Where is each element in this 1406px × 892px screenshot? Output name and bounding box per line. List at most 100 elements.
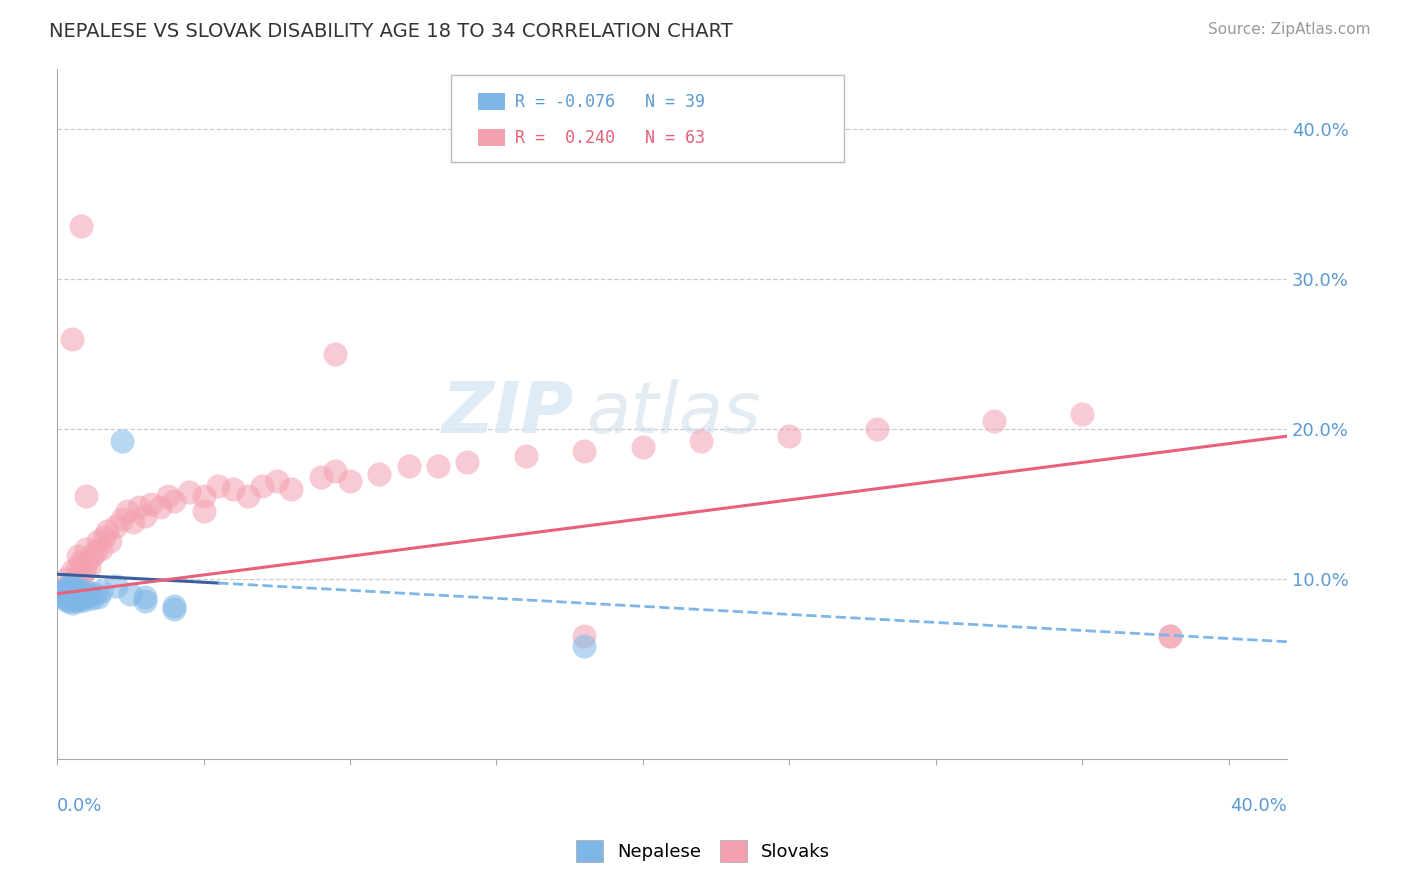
- Point: [134, 508, 156, 523]
- Point: [84, 587, 107, 601]
- Point: [69, 591, 91, 606]
- Text: ZIP: ZIP: [441, 379, 574, 448]
- Point: [122, 515, 145, 529]
- Point: [163, 493, 186, 508]
- Point: [134, 594, 156, 608]
- Point: [66, 549, 89, 564]
- Bar: [478, 93, 505, 110]
- Point: [574, 639, 596, 653]
- Point: [60, 564, 83, 578]
- Point: [325, 464, 347, 478]
- Text: atlas: atlas: [586, 379, 761, 448]
- Point: [55, 592, 77, 607]
- Point: [63, 592, 86, 607]
- Point: [84, 545, 107, 559]
- Point: [250, 478, 273, 492]
- Point: [193, 504, 215, 518]
- Point: [139, 497, 162, 511]
- Point: [60, 332, 83, 346]
- Point: [75, 590, 97, 604]
- Point: [72, 592, 94, 607]
- Point: [426, 459, 449, 474]
- Point: [339, 474, 361, 488]
- Point: [55, 581, 77, 595]
- Point: [58, 578, 80, 592]
- Point: [117, 504, 139, 518]
- Point: [96, 524, 118, 538]
- Point: [193, 489, 215, 503]
- Point: [87, 590, 110, 604]
- Point: [75, 557, 97, 571]
- Point: [60, 585, 83, 599]
- Point: [574, 444, 596, 458]
- Point: [456, 455, 478, 469]
- Point: [90, 583, 112, 598]
- Point: [120, 587, 142, 601]
- Point: [55, 587, 77, 601]
- Point: [1071, 407, 1094, 421]
- Point: [778, 429, 800, 443]
- Point: [104, 579, 127, 593]
- Point: [280, 482, 302, 496]
- Point: [157, 489, 180, 503]
- Point: [63, 582, 86, 597]
- Point: [60, 596, 83, 610]
- Point: [55, 572, 77, 586]
- Point: [52, 583, 75, 598]
- Point: [79, 588, 101, 602]
- Text: 0.0%: 0.0%: [58, 797, 103, 814]
- Point: [75, 489, 97, 503]
- Point: [72, 564, 94, 578]
- Point: [98, 534, 121, 549]
- Point: [236, 489, 259, 503]
- Point: [104, 519, 127, 533]
- Point: [63, 572, 86, 586]
- Point: [69, 219, 91, 233]
- Text: NEPALESE VS SLOVAK DISABILITY AGE 18 TO 34 CORRELATION CHART: NEPALESE VS SLOVAK DISABILITY AGE 18 TO …: [49, 22, 733, 41]
- Point: [1159, 629, 1181, 643]
- Point: [368, 467, 391, 481]
- Point: [163, 599, 186, 613]
- Text: R = -0.076   N = 39: R = -0.076 N = 39: [515, 93, 704, 111]
- Point: [60, 590, 83, 604]
- Point: [69, 574, 91, 589]
- Bar: [478, 128, 505, 145]
- Point: [82, 591, 104, 606]
- Point: [90, 541, 112, 556]
- Legend: Nepalese, Slovaks: Nepalese, Slovaks: [568, 833, 838, 870]
- Point: [66, 559, 89, 574]
- Point: [49, 587, 72, 601]
- Point: [58, 590, 80, 604]
- Point: [58, 583, 80, 598]
- Point: [266, 474, 288, 488]
- Point: [93, 530, 115, 544]
- Point: [79, 559, 101, 574]
- Point: [983, 414, 1005, 428]
- Point: [574, 629, 596, 643]
- Point: [87, 534, 110, 549]
- Point: [58, 594, 80, 608]
- Point: [325, 346, 347, 360]
- Text: 40.0%: 40.0%: [1230, 797, 1286, 814]
- Point: [72, 587, 94, 601]
- Point: [222, 482, 245, 496]
- Point: [1159, 629, 1181, 643]
- Point: [110, 434, 132, 448]
- Text: Source: ZipAtlas.com: Source: ZipAtlas.com: [1208, 22, 1371, 37]
- Point: [52, 590, 75, 604]
- Point: [309, 469, 332, 483]
- Point: [149, 500, 172, 514]
- FancyBboxPatch shape: [451, 76, 845, 161]
- Point: [515, 449, 537, 463]
- Point: [75, 583, 97, 598]
- Point: [207, 478, 229, 492]
- Point: [52, 583, 75, 598]
- Point: [69, 554, 91, 568]
- Point: [60, 579, 83, 593]
- Point: [66, 588, 89, 602]
- Point: [134, 590, 156, 604]
- Point: [110, 511, 132, 525]
- Point: [631, 440, 654, 454]
- Point: [82, 549, 104, 564]
- Point: [66, 594, 89, 608]
